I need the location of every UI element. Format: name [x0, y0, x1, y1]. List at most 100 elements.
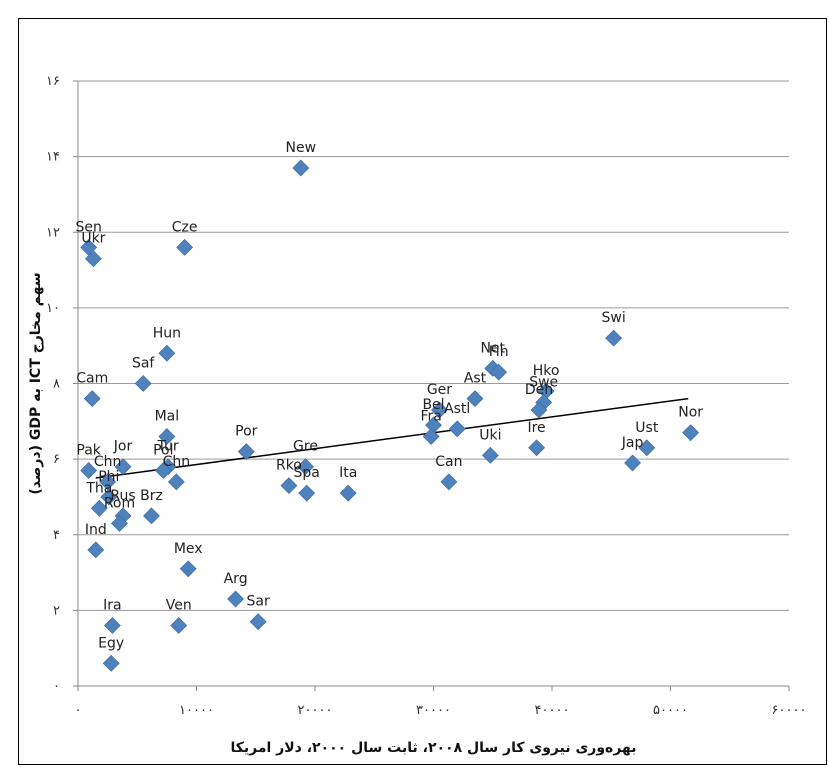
x-tick-label: ۲۰۰۰۰ — [298, 703, 333, 718]
data-point — [298, 484, 316, 502]
point-label: Brz — [140, 488, 163, 504]
point-label: Pol — [153, 442, 173, 458]
point-label: Astl — [444, 401, 470, 417]
data-point — [292, 159, 310, 177]
point-label: Ast — [464, 371, 487, 387]
data-point — [440, 473, 458, 491]
data-points — [80, 159, 700, 672]
x-tick-label: ۶۰۰۰۰ — [772, 703, 807, 718]
x-tick-label: ۳۰۰۰۰ — [416, 703, 451, 718]
data-point — [102, 654, 120, 672]
x-tick-label: ۱۰۰۰۰ — [179, 703, 214, 718]
x-tick-labels: ۰ ۱۰۰۰۰ ۲۰۰۰۰ ۳۰۰۰۰ ۴۰۰۰۰ ۵۰۰۰۰ ۶۰۰۰۰ — [75, 703, 807, 718]
data-point — [167, 473, 185, 491]
point-label: Net — [480, 340, 505, 356]
data-point — [158, 428, 176, 445]
data-point — [154, 462, 172, 479]
point-label: Phi — [98, 469, 119, 485]
point-label: Ukr — [81, 231, 105, 247]
data-point — [280, 477, 298, 495]
data-point — [638, 439, 656, 457]
point-label: Fin — [489, 344, 509, 360]
y-tick-label: ۸ — [53, 377, 60, 392]
data-point — [297, 458, 314, 476]
data-point — [682, 424, 700, 442]
point-label: Tur — [157, 439, 179, 455]
point-label: Jor — [113, 439, 133, 455]
point-label: Jap — [621, 435, 644, 451]
point-label: Rus — [110, 488, 135, 504]
point-label: Chn — [163, 454, 191, 470]
point-label: Rom — [104, 495, 135, 511]
point-label: Fra — [420, 408, 441, 424]
data-point — [237, 443, 255, 460]
point-label: Sen — [75, 219, 101, 235]
y-tick-label: ۱۶ — [46, 74, 60, 89]
data-point — [83, 390, 101, 408]
point-label: Hun — [153, 325, 181, 341]
data-point — [466, 390, 484, 408]
point-label: Den — [525, 382, 553, 398]
data-point — [176, 238, 194, 256]
x-axis-title: بهره‌وری نیروی کار سال ۲۰۰۸، ثابت سال ۲۰… — [230, 740, 636, 756]
y-axis-title: سهم مخارج ICT به GDP (درصد) — [28, 272, 44, 494]
point-label: Cze — [172, 219, 198, 235]
data-point — [490, 363, 508, 381]
data-point — [179, 560, 197, 578]
data-point — [422, 428, 440, 445]
point-label: Pak — [76, 442, 101, 458]
point-label: Ita — [339, 465, 357, 481]
point-label: Ire — [527, 420, 545, 436]
point-label: Hko — [533, 363, 560, 379]
data-point — [103, 617, 121, 634]
data-point — [134, 375, 152, 392]
point-label: Can — [435, 454, 462, 470]
point-label: Saf — [132, 356, 155, 372]
point-label: Uki — [479, 427, 501, 443]
axes — [73, 80, 790, 691]
data-point — [530, 401, 548, 419]
data-point — [227, 590, 245, 608]
point-label: Ind — [85, 522, 107, 538]
point-label: Swe — [529, 374, 558, 390]
point-label: Sar — [247, 594, 270, 610]
data-point — [100, 488, 118, 506]
x-tick-label: ۵۰۰۰۰ — [653, 703, 688, 718]
point-label: Mal — [155, 408, 180, 424]
y-tick-label: ۱۲ — [46, 225, 60, 240]
point-label: Nor — [678, 405, 703, 421]
point-label: Rko — [276, 458, 302, 474]
data-point — [143, 507, 160, 525]
point-label: Ust — [635, 420, 659, 436]
data-point — [90, 499, 108, 517]
trendline — [95, 397, 689, 479]
point-label: Ven — [166, 598, 192, 614]
point-label: Cam — [76, 371, 108, 387]
x-tick-label: ۴۰۰۰۰ — [535, 703, 570, 718]
y-tick-labels: ۰ ۲ ۴ ۶ ۸ ۱۰ ۱۲ ۱۴ ۱۶ — [46, 74, 60, 694]
data-point — [111, 514, 128, 532]
data-point — [528, 439, 546, 457]
data-point — [249, 613, 267, 631]
data-point — [170, 617, 188, 634]
data-point — [481, 446, 499, 464]
chart-frame — [18, 18, 827, 765]
data-point — [448, 420, 466, 438]
data-point — [158, 344, 176, 362]
data-point — [431, 401, 448, 419]
y-tick-label: ۴ — [53, 528, 60, 543]
point-label: Tha — [85, 480, 112, 496]
y-tick-label: ۰ — [53, 679, 60, 694]
point-label: Por — [235, 424, 258, 440]
data-point — [87, 541, 105, 559]
point-label: Arg — [224, 571, 248, 587]
data-point — [339, 484, 357, 502]
y-tick-label: ۲ — [53, 603, 60, 618]
point-label: Chn — [94, 454, 122, 470]
data-point — [624, 454, 642, 472]
point-label: Ira — [103, 598, 121, 614]
y-tick-label: ۶ — [53, 452, 60, 467]
point-label: Swi — [602, 310, 626, 326]
